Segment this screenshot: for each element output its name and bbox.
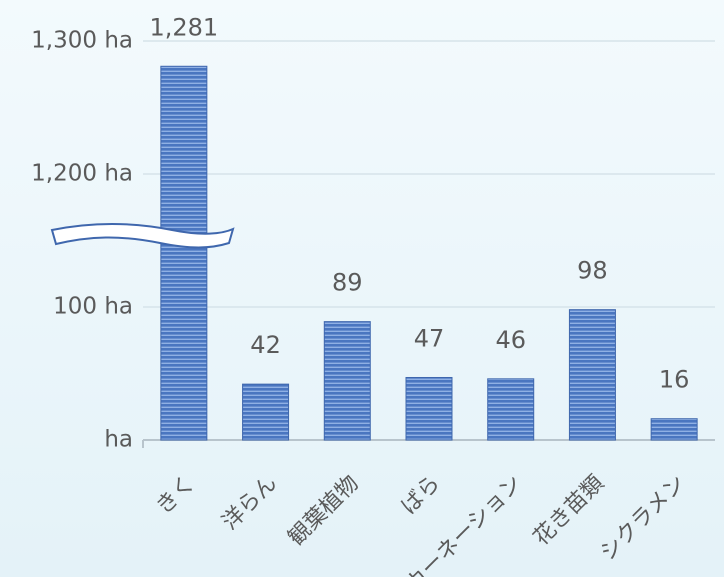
value-label: 16 [659,366,690,394]
bar [650,418,698,441]
bar [323,321,371,441]
y-tick-label: ha [104,427,133,453]
bar [405,376,453,441]
value-label: 46 [495,326,526,354]
value-label: 1,281 [149,13,218,41]
bar [242,383,290,441]
bar [160,65,208,441]
axis-break [50,223,235,249]
value-label: 98 [577,257,608,285]
y-tick-label: 1,300 ha [31,28,133,54]
bar [568,309,616,441]
value-label: 42 [250,331,281,359]
y-tick-label: 100 ha [53,294,133,320]
y-tick-label: 1,200 ha [31,161,133,187]
value-label: 47 [414,324,445,352]
bar [487,378,535,441]
value-label: 89 [332,269,363,297]
